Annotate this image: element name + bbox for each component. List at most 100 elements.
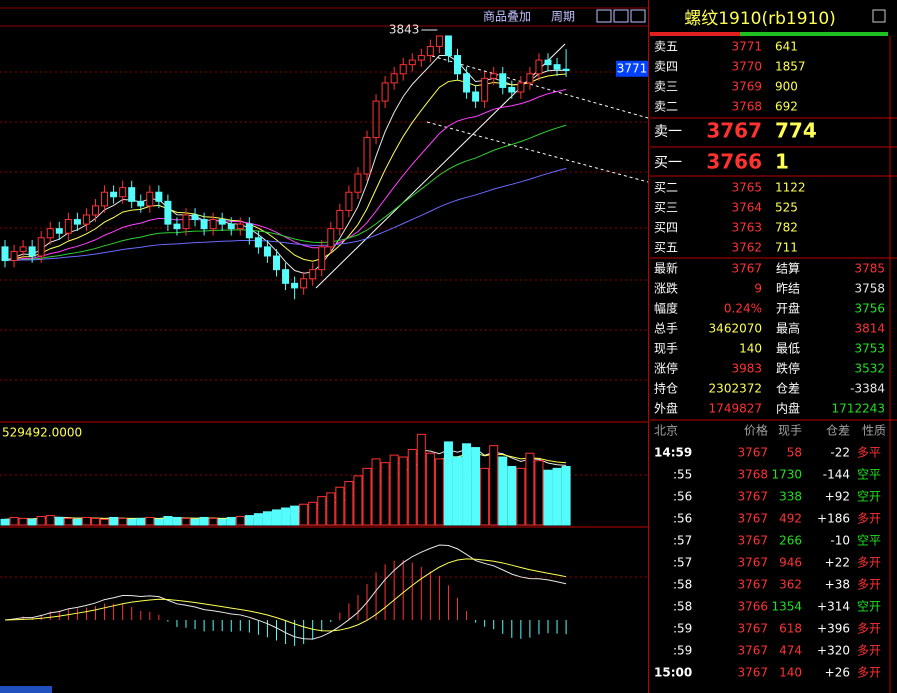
book-price: 3762: [731, 241, 762, 255]
tick-nature: 多开: [857, 622, 881, 636]
overlay-button[interactable]: 商品叠加: [483, 9, 531, 24]
tick-price: 3767: [737, 446, 768, 460]
tick-oi-change: -10: [830, 534, 850, 548]
nav-icon[interactable]: [630, 9, 646, 23]
candle-body: [553, 64, 561, 70]
volume-bar: [145, 516, 155, 526]
stat-label: 仓差: [776, 382, 800, 396]
candle-body: [37, 237, 45, 257]
candle-body: [309, 269, 317, 280]
tick-oi-change: +92: [825, 490, 850, 504]
title-bar-red: [650, 32, 740, 36]
tick-volume: 140: [779, 666, 802, 680]
volume-bar: [380, 462, 390, 526]
book-volume: 900: [775, 80, 798, 94]
tick-oi-change: +186: [817, 512, 850, 526]
candle-body: [417, 55, 425, 61]
stat-value: 1749827: [709, 402, 762, 416]
moving-average: [4, 55, 567, 274]
candle-body: [481, 77, 489, 102]
tick-time: :58: [673, 578, 692, 592]
tick-price: 3767: [737, 578, 768, 592]
book-price: 3771: [731, 40, 762, 54]
volume-bar: [45, 515, 55, 526]
candle-body: [372, 100, 380, 139]
volume-bar: [434, 458, 444, 526]
volume-bar: [299, 503, 309, 526]
candle-body: [119, 187, 127, 198]
macd-line: [4, 558, 567, 632]
stat-label: 外盘: [654, 401, 678, 416]
nav-icon[interactable]: [596, 9, 612, 23]
candle-body: [390, 73, 398, 84]
tick-time: :57: [673, 556, 692, 570]
scrollbar[interactable]: [0, 686, 52, 693]
candle-body: [408, 59, 416, 66]
candle-body: [535, 59, 543, 75]
stat-value: 0.24%: [724, 302, 762, 316]
candle-body: [92, 205, 99, 216]
book-label: 卖二: [654, 100, 678, 114]
candle-body: [227, 223, 235, 230]
moving-average: [4, 167, 567, 262]
volume-bar: [489, 445, 499, 526]
volume-bar: [317, 496, 327, 526]
volume-bar: [181, 517, 191, 526]
volume-bar: [226, 516, 236, 526]
volume-bar: [416, 433, 426, 526]
tick-oi-change: -144: [823, 468, 850, 482]
tick-price: 3767: [737, 666, 768, 680]
tick-nature: 多开: [857, 512, 881, 526]
tick-oi-change: +396: [817, 622, 850, 636]
candle-body: [200, 219, 208, 230]
stat-label: 跌停: [776, 361, 800, 376]
tick-header: 北京: [654, 424, 678, 438]
stat-label: 开盘: [776, 301, 800, 316]
volume-bar: [561, 465, 571, 526]
tick-volume: 362: [779, 578, 802, 592]
close-icon[interactable]: [872, 9, 886, 23]
moving-average: [4, 88, 567, 262]
candle-body: [73, 219, 81, 225]
candle-body: [490, 73, 498, 79]
tick-volume: 492: [779, 512, 802, 526]
volume-bar: [516, 467, 526, 526]
candle-body: [110, 191, 118, 198]
book-volume: 692: [775, 100, 798, 114]
stat-label: 持仓: [654, 381, 678, 396]
stat-label: 昨结: [776, 282, 800, 296]
candle-body: [164, 200, 172, 225]
stat-label: 幅度: [654, 301, 678, 316]
stat-label: 结算: [776, 261, 800, 276]
volume-bar: [244, 515, 254, 526]
candle-body: [254, 237, 262, 248]
volume-bar: [163, 516, 173, 526]
tick-nature: 空开: [857, 490, 881, 504]
candle-body: [10, 250, 18, 262]
nav-icons: [596, 9, 646, 23]
tick-oi-change: -22: [830, 446, 850, 460]
volume-bar: [253, 513, 263, 526]
candle-body: [345, 191, 353, 211]
candle-body: [101, 191, 109, 207]
candle-body: [381, 82, 389, 102]
volume-bar: [262, 511, 272, 526]
tick-price: 3767: [737, 644, 768, 658]
volume-bar: [398, 456, 408, 526]
volume-bar: [407, 448, 417, 526]
tick-nature: 多开: [857, 666, 881, 680]
candle-body: [236, 223, 244, 230]
stat-value: 3462070: [709, 322, 762, 336]
period-button[interactable]: 周期: [551, 10, 575, 24]
stat-value: -3384: [850, 382, 885, 396]
stat-value: 2302372: [709, 382, 762, 396]
tick-volume: 266: [779, 534, 802, 548]
tick-header: 现手: [778, 424, 802, 438]
candle-body: [55, 228, 63, 234]
book-price: 3766: [706, 150, 762, 174]
volume-bar: [54, 516, 64, 526]
volume-bar: [534, 460, 544, 526]
moving-average: [4, 73, 567, 262]
nav-icon[interactable]: [613, 9, 629, 23]
